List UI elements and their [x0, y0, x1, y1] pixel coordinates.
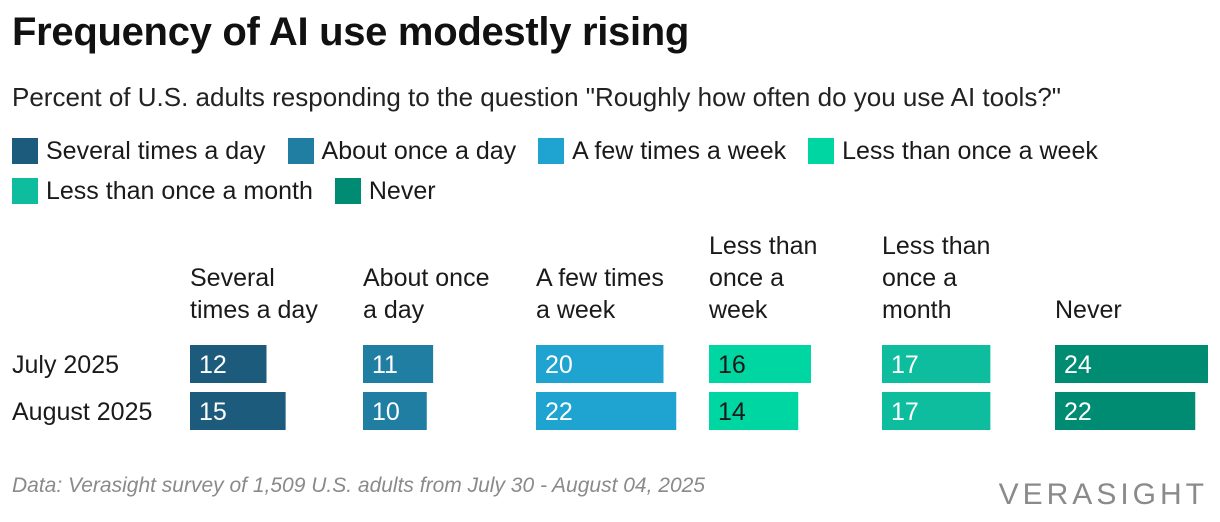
brand-logo: VERASIGHT — [998, 478, 1208, 511]
data-label: 14 — [718, 398, 746, 426]
legend-label: Never — [368, 176, 436, 205]
legend-swatch — [538, 138, 565, 164]
chart-subtitle: Percent of U.S. adults responding to the… — [12, 82, 1062, 112]
data-label: 16 — [718, 351, 746, 379]
legend-swatch — [808, 138, 835, 164]
bar — [536, 392, 677, 430]
column-header: once a — [709, 264, 784, 292]
legend-label: Less than once a week — [842, 136, 1098, 165]
legend-swatch — [287, 138, 314, 164]
bar — [190, 345, 267, 383]
bar — [1055, 392, 1196, 430]
source-note: Data: Verasight survey of 1,509 U.S. adu… — [12, 474, 705, 497]
column-header: month — [882, 296, 951, 324]
legend-label: A few times a week — [572, 136, 787, 165]
legend-item-about-once-a-day: About once a day — [287, 136, 517, 166]
legend-row-1: Several times a day About once a day A f… — [12, 136, 1120, 166]
column-header: Several — [190, 264, 275, 292]
bar — [709, 345, 811, 383]
legend-label: About once a day — [321, 136, 517, 165]
bar — [536, 345, 664, 383]
column-header: About once — [363, 264, 490, 292]
legend-label: Less than once a month — [46, 176, 313, 205]
data-label: 15 — [199, 398, 227, 426]
row-label: August 2025 — [12, 398, 152, 426]
bar-chart: July 2025 August 2025 Several times a day 12… — [12, 232, 1208, 430]
legend-swatch — [334, 178, 361, 204]
bar — [363, 345, 434, 383]
bar — [1055, 345, 1208, 383]
legend-item-less-than-once-a-week: Less than once a week — [808, 137, 1098, 166]
data-label: 17 — [891, 398, 919, 426]
data-label: 17 — [891, 351, 919, 379]
column-header: once a — [882, 264, 957, 292]
data-label: 22 — [545, 398, 573, 426]
column-header: Never — [1055, 296, 1122, 324]
bar — [882, 392, 991, 430]
data-label: 24 — [1064, 351, 1092, 379]
legend-label: Several times a day — [46, 136, 266, 165]
data-label: 12 — [199, 351, 227, 379]
column-header: times a day — [190, 296, 318, 324]
data-label: 22 — [1064, 398, 1092, 426]
data-label: 11 — [372, 351, 398, 379]
column-header: a day — [363, 296, 425, 324]
column-header: week — [708, 296, 768, 324]
bar — [709, 392, 799, 430]
bar — [882, 345, 991, 383]
legend-item-several-times-a-day: Several times a day — [12, 137, 266, 166]
legend-item-less-than-once-a-month: Less than once a month — [12, 177, 313, 206]
bar — [190, 392, 286, 430]
column-header: a week — [536, 296, 616, 324]
row-label: July 2025 — [12, 351, 119, 379]
chart-title: Frequency of AI use modestly rising — [12, 10, 690, 54]
column-header: Less than — [709, 232, 817, 260]
data-label: 10 — [372, 398, 400, 426]
legend-swatch — [12, 138, 38, 164]
legend-item-never: Never — [334, 176, 436, 206]
legend-item-a-few-times-a-week: A few times a week — [538, 137, 786, 166]
column-header: A few times — [536, 264, 664, 292]
data-label: 20 — [545, 351, 573, 379]
legend-swatch — [12, 178, 38, 204]
column-header: Less than — [882, 232, 990, 260]
legend-row-2: Less than once a month Never — [12, 176, 458, 206]
bar — [363, 392, 427, 430]
